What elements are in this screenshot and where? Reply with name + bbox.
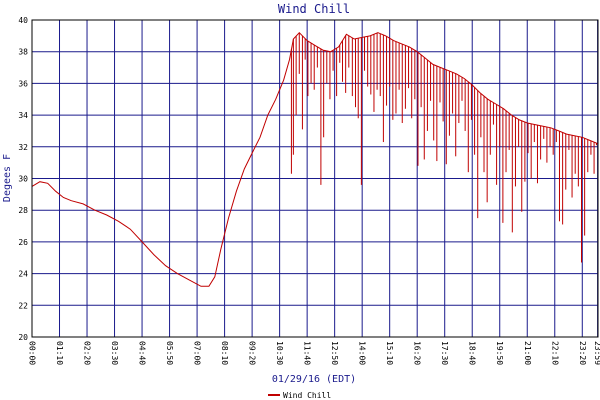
y-tick-label: 20 [18,333,28,342]
x-tick-label: 17:30 [440,341,449,365]
x-tick-label: 12:50 [330,341,339,365]
y-tick-label: 32 [18,143,28,152]
y-tick-labels: 20 22 24 26 28 30 32 34 36 38 40 [18,16,28,342]
x-tick-label: 09:20 [248,341,257,365]
x-tick-label: 19:50 [495,341,504,365]
y-tick-label: 22 [18,301,28,310]
y-tick-label: 34 [18,111,28,120]
series-line [31,31,598,287]
y-tick-label: 40 [18,16,28,25]
y-tick-label: 38 [18,48,28,57]
x-tick-label: 22:10 [550,341,559,365]
legend: Wind Chill [268,391,331,400]
x-tick-label: 11:40 [303,341,312,365]
x-tick-label: 16:20 [413,341,422,365]
x-tick-label: 05:50 [165,341,174,365]
x-tick-label: 14:00 [358,341,367,365]
x-axis-label: 01/29/16 (EDT) [272,374,356,385]
x-tick-label: 00:00 [28,341,37,365]
x-tick-label: 10:30 [275,341,284,365]
y-tick-label: 24 [18,270,28,279]
y-axis-label: Degees F [2,154,13,202]
plot-frame [31,19,599,338]
chart-title: Wind Chill [278,2,350,16]
x-tick-label: 21:00 [523,341,532,365]
x-tick-label: 15:10 [385,341,394,365]
y-tick-label: 36 [18,79,28,88]
x-tick-labels: 00:00 01:10 02:20 03:30 04:40 05:50 07:00 08:10… [28,341,600,365]
x-tick-label: 08:10 [220,341,229,365]
x-tick-label: 07:00 [193,341,202,365]
x-tick-label: 04:40 [138,341,147,365]
series-wind-chill [31,31,598,287]
x-tick-label: 23:20 [578,341,587,365]
legend-label: Wind Chill [283,391,331,400]
x-tick-label: 23:59 [593,341,600,365]
grid-lines [31,19,599,338]
y-tick-label: 30 [18,175,28,184]
y-tick-label: 26 [18,238,28,247]
y-tick-label: 28 [18,206,28,215]
x-tick-label: 03:30 [110,341,119,365]
x-tick-label: 18:40 [468,341,477,365]
x-tick-label: 01:10 [55,341,64,365]
x-tick-label: 02:20 [83,341,92,365]
